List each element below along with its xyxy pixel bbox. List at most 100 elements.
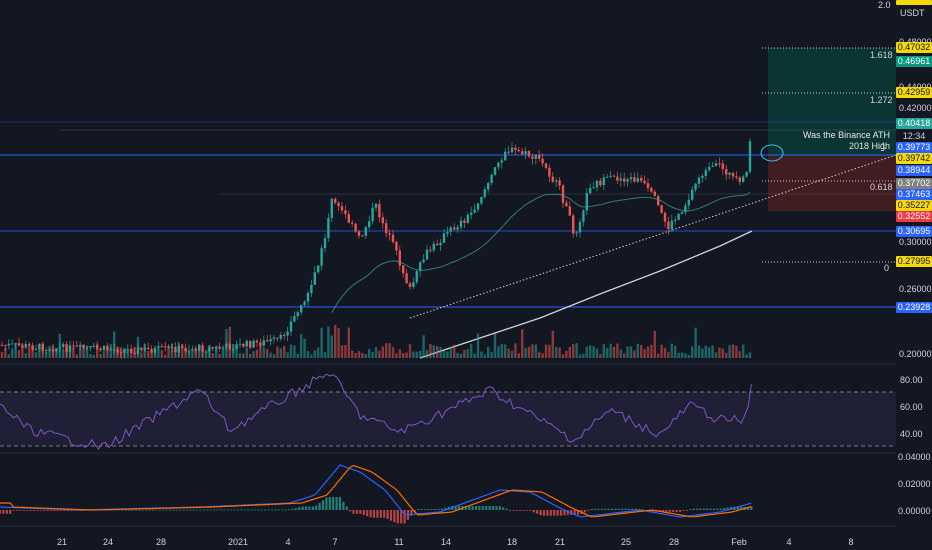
price-tag: 0.35227 xyxy=(896,200,932,211)
candle-body xyxy=(385,223,388,234)
price-axis[interactable]: USDT xyxy=(896,0,932,550)
volume-series[interactable] xyxy=(0,324,752,358)
volume-bar xyxy=(334,324,337,358)
highlight-circle[interactable] xyxy=(760,144,784,162)
candle-body xyxy=(351,222,354,224)
volume-bar xyxy=(466,349,469,358)
volume-bar xyxy=(748,352,752,358)
volume-bar xyxy=(143,344,146,358)
candle-body xyxy=(7,343,10,346)
volume-bar xyxy=(177,343,180,358)
volume-bar xyxy=(476,333,480,358)
candle-body xyxy=(640,178,643,181)
volume-bar xyxy=(680,352,684,358)
candle-body xyxy=(687,199,690,206)
candle-body xyxy=(470,212,473,215)
candle-body xyxy=(242,343,245,347)
candle-body xyxy=(633,177,636,182)
macd-histogram-bar xyxy=(182,509,185,511)
moving-average-200[interactable] xyxy=(419,230,753,359)
volume-bar xyxy=(266,349,269,358)
candlestick-series[interactable] xyxy=(0,138,752,359)
macd-histogram-bar xyxy=(162,509,165,511)
price-tick-label: 0.26000 xyxy=(899,284,932,294)
volume-bar xyxy=(279,348,282,358)
macd-histogram-bar xyxy=(219,509,223,511)
signal-line[interactable] xyxy=(0,464,752,518)
macd-histogram-bar xyxy=(304,506,308,510)
macd-histogram-bar xyxy=(155,509,158,511)
volume-bar xyxy=(283,345,286,358)
volume-bar xyxy=(419,350,422,358)
volume-bar xyxy=(555,347,558,358)
volume-bar xyxy=(453,344,456,358)
candle-body xyxy=(293,316,296,322)
candle-body xyxy=(473,209,476,213)
moving-average-50[interactable] xyxy=(331,191,751,313)
macd-histogram-bar xyxy=(206,509,209,511)
macd-histogram-bar xyxy=(253,509,257,511)
macd-histogram-bar xyxy=(396,510,399,524)
candle-body xyxy=(663,212,667,222)
volume-bar xyxy=(201,349,204,358)
price-tick-label: 0.30000 xyxy=(899,237,932,247)
candle-body xyxy=(456,227,459,230)
macd-histogram-bar xyxy=(454,506,457,510)
volume-bar xyxy=(317,347,320,358)
price-tag: 0.47032 xyxy=(896,42,932,53)
countdown-timer: 12:34 xyxy=(896,131,932,142)
macd-histogram-bar xyxy=(196,509,199,511)
volume-bar xyxy=(11,348,14,358)
macd-histogram-bar xyxy=(213,509,216,511)
macd-histogram-bar xyxy=(553,510,556,516)
candle-body xyxy=(252,340,255,348)
volume-bar xyxy=(402,353,405,358)
annotation-text[interactable]: Was the Binance ATH 2018 High xyxy=(780,130,890,152)
macd-histogram-bar xyxy=(573,510,576,515)
volume-bar xyxy=(191,350,194,358)
volume-bar xyxy=(459,353,463,358)
volume-bar xyxy=(714,352,718,358)
macd-histogram-bar xyxy=(9,510,12,514)
volume-bar xyxy=(398,349,401,358)
macd-histogram-bar xyxy=(393,510,396,523)
trendline-dotted[interactable] xyxy=(409,154,897,319)
candle-body xyxy=(555,180,558,182)
macd-histogram-bar xyxy=(332,497,335,510)
candle-body xyxy=(582,210,585,222)
volume-bar xyxy=(323,352,327,358)
price-tag: 0.23928 xyxy=(896,302,932,313)
macd-histogram-bar xyxy=(410,510,413,516)
macd-scale-label: 0.00000 xyxy=(898,506,931,516)
profit-zone[interactable] xyxy=(768,48,896,156)
volume-bar xyxy=(340,345,344,358)
macd-histogram-bar xyxy=(233,509,236,511)
rsi-line[interactable] xyxy=(0,373,752,450)
fib-label-0618: 0.618 xyxy=(870,182,893,192)
candle-body xyxy=(391,234,395,242)
volume-bar xyxy=(745,354,748,358)
candle-body xyxy=(646,183,650,189)
macd-histogram-bar xyxy=(468,506,471,510)
volume-bar xyxy=(184,347,187,358)
macd-histogram-bar xyxy=(539,510,542,516)
macd-histogram-bar xyxy=(736,506,739,510)
macd-histogram-bar xyxy=(624,508,627,510)
volume-bar xyxy=(150,353,153,358)
candle-body xyxy=(738,177,741,182)
candle-body xyxy=(527,150,531,157)
macd-histogram-bar xyxy=(342,501,345,510)
volume-bar xyxy=(687,354,690,358)
candle-body xyxy=(626,179,629,182)
loss-zone[interactable] xyxy=(768,156,896,211)
candle-body xyxy=(279,334,282,339)
candle-body xyxy=(140,347,143,351)
volume-bar xyxy=(157,348,160,358)
time-label: 28 xyxy=(668,537,679,547)
volume-bar xyxy=(130,350,133,358)
macd-histogram-bar xyxy=(556,510,559,516)
volume-bar xyxy=(34,352,38,358)
volume-bar xyxy=(198,343,201,358)
candle-body xyxy=(334,198,337,203)
